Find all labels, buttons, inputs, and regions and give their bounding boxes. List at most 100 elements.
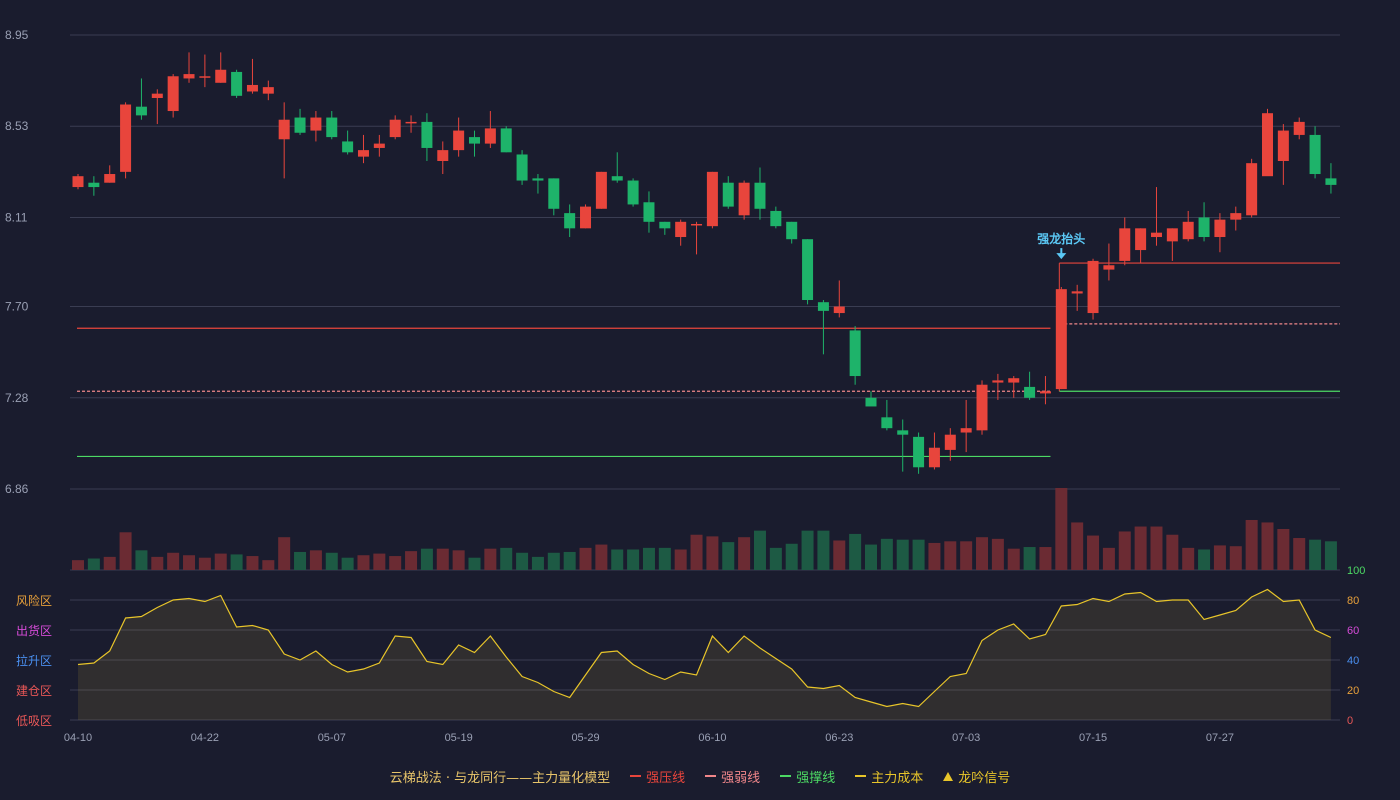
candle-body xyxy=(722,182,734,207)
candle-body xyxy=(437,150,449,161)
candle-body xyxy=(469,137,480,144)
indicator-zone-label: 出货区 xyxy=(16,623,52,638)
candle-body xyxy=(659,221,671,229)
legend-item-cost[interactable]: 主力成本 xyxy=(855,767,923,786)
legend-item-weak[interactable]: 强弱线 xyxy=(705,767,760,786)
volume-bar xyxy=(769,547,782,570)
price-tick-label: 8.95 xyxy=(5,28,29,42)
signal-arrow-icon xyxy=(1056,253,1067,260)
candle-body xyxy=(643,202,655,222)
candle-body xyxy=(1135,228,1147,251)
volume-bar xyxy=(1261,522,1274,570)
volume-bar xyxy=(294,551,307,570)
volume-bar xyxy=(167,552,180,570)
indicator-tick-label: 80 xyxy=(1347,595,1359,607)
volume-bar xyxy=(1118,531,1131,570)
candle-body xyxy=(1071,291,1083,294)
indicator-tick-label: 60 xyxy=(1347,625,1359,637)
volume-bar xyxy=(833,540,846,570)
volume-bar xyxy=(595,544,608,570)
x-tick-label: 06-10 xyxy=(698,732,726,744)
cost-swatch-icon xyxy=(855,775,867,777)
volume-bar xyxy=(722,542,735,570)
candle-body xyxy=(706,171,718,227)
volume-bar xyxy=(198,557,211,570)
volume-bar xyxy=(531,556,544,570)
signal-triangle-icon xyxy=(943,771,954,781)
candle-body xyxy=(405,121,417,124)
candle-body xyxy=(849,330,861,377)
legend-title: 云梯战法 · 与龙同行——主力量化模型 xyxy=(390,767,610,786)
level-lines xyxy=(77,262,1340,458)
candle-body xyxy=(1198,217,1210,238)
candle-body xyxy=(564,213,576,229)
weak-swatch-icon xyxy=(705,775,717,777)
legend-item-pressure[interactable]: 强压线 xyxy=(630,767,685,786)
candle-body xyxy=(231,71,243,96)
candle-body xyxy=(1103,265,1115,270)
candle-body xyxy=(104,174,116,183)
indicator-tick-label: 20 xyxy=(1347,685,1359,697)
candle-body xyxy=(960,428,972,433)
candle-body xyxy=(72,176,84,188)
volume-bar xyxy=(753,530,766,570)
volume-bar xyxy=(262,560,275,570)
volume-bar xyxy=(1150,526,1163,570)
candle-body xyxy=(1277,130,1289,161)
candle-body xyxy=(1214,219,1226,238)
candle-body xyxy=(389,119,401,138)
x-tick-label: 05-29 xyxy=(571,732,599,744)
candle-body xyxy=(1039,391,1051,394)
volume-bar xyxy=(912,539,925,570)
candle-body xyxy=(580,206,592,229)
candle-body xyxy=(1166,228,1178,242)
candle-body xyxy=(881,417,893,429)
indicator-zone-label: 风险区 xyxy=(16,593,52,608)
volume-bar xyxy=(1039,547,1052,570)
volume-bar xyxy=(357,555,370,570)
volume-bar xyxy=(658,547,671,570)
indicator-zone-label: 拉升区 xyxy=(16,653,52,668)
candle-body xyxy=(548,178,560,209)
chart-legend: 云梯战法 · 与龙同行——主力量化模型 强压线 强弱线 强撑线 主力成本 龙吟信… xyxy=(0,766,1400,786)
candle-body xyxy=(516,154,528,181)
volume-bar xyxy=(1071,522,1084,570)
volume-bars xyxy=(72,488,1337,570)
x-tick-label: 04-10 xyxy=(64,732,92,744)
indicator-line xyxy=(77,588,1332,708)
indicator-zone-label: 建仓区 xyxy=(16,684,52,698)
volume-bar xyxy=(341,557,354,570)
volume-bar xyxy=(1229,546,1242,570)
candle-body xyxy=(944,434,956,450)
legend-label-signal: 龙吟信号 xyxy=(958,770,1011,786)
candle-body xyxy=(913,436,925,468)
candle-body xyxy=(1150,232,1162,238)
volume-bar xyxy=(817,530,830,570)
volume-bar xyxy=(1166,534,1179,570)
legend-item-signal[interactable]: 龙吟信号 xyxy=(943,767,1010,786)
volume-bar xyxy=(944,541,957,570)
candle-body xyxy=(627,180,639,205)
candle-body xyxy=(199,76,211,78)
volume-bar xyxy=(627,549,640,570)
volume-bar xyxy=(547,552,560,570)
price-tick-label: 6.86 xyxy=(5,482,29,496)
candle-body xyxy=(928,447,940,468)
candle-body xyxy=(1230,213,1242,220)
indicator-area xyxy=(78,589,1331,720)
price-tick-label: 7.70 xyxy=(5,300,29,314)
volume-bar xyxy=(849,533,862,570)
candle-body xyxy=(484,128,496,144)
volume-bar xyxy=(579,547,592,570)
volume-bar xyxy=(960,541,973,570)
volume-bar xyxy=(976,537,989,570)
legend-item-support[interactable]: 强撑线 xyxy=(780,767,835,786)
candle-body xyxy=(897,430,909,435)
volume-bar xyxy=(1055,488,1068,570)
volume-bar xyxy=(1134,526,1147,570)
volume-bar xyxy=(738,537,751,570)
candle-body xyxy=(691,223,703,226)
volume-bar xyxy=(611,549,624,570)
volume-bar xyxy=(246,556,259,570)
